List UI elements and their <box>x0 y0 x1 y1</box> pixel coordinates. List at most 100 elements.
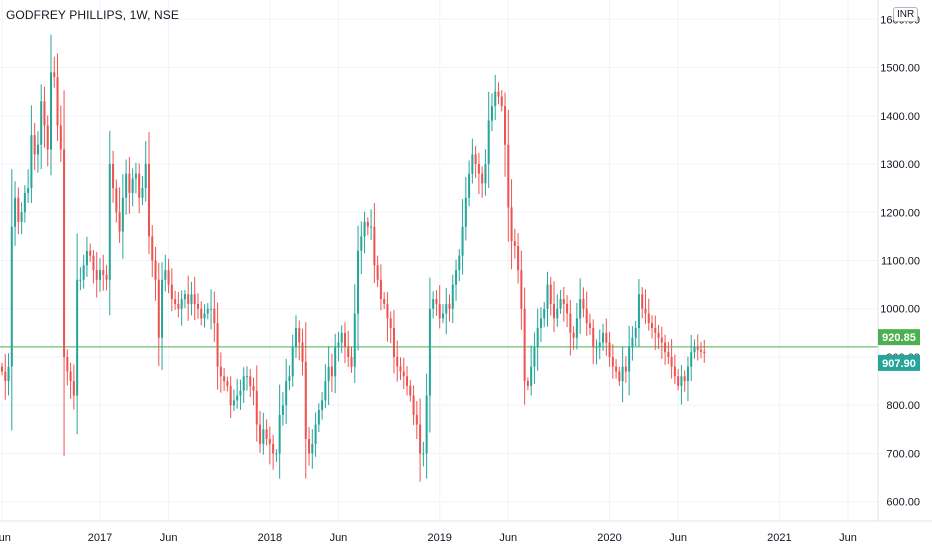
candle <box>180 290 183 326</box>
candle-body <box>95 270 98 280</box>
candle <box>464 177 467 241</box>
candle <box>27 169 30 203</box>
candle <box>677 368 680 391</box>
candle-body <box>46 125 49 150</box>
y-tick-label: 1500.00 <box>880 63 920 75</box>
candle <box>363 211 366 254</box>
candle <box>40 84 43 170</box>
candle <box>517 233 520 284</box>
candle-body <box>621 366 624 382</box>
candle-body <box>206 308 209 314</box>
candle <box>66 349 69 386</box>
candle-body <box>59 125 62 150</box>
candle-body <box>79 279 82 281</box>
candle <box>389 311 392 344</box>
price-label-lower-bg <box>878 354 920 371</box>
candle-body <box>484 164 487 184</box>
candle-body <box>389 318 392 329</box>
candle <box>441 304 444 324</box>
candle <box>167 258 170 294</box>
candle <box>105 264 108 291</box>
candle <box>553 281 556 333</box>
candle <box>611 344 614 379</box>
candle <box>102 254 105 291</box>
candle-body <box>151 236 154 261</box>
candle-body <box>376 265 379 280</box>
candle <box>445 287 448 335</box>
candle-body <box>308 438 311 454</box>
candle <box>200 301 203 326</box>
candle <box>157 262 160 367</box>
x-tick-label: 2018 <box>258 532 282 544</box>
candle-body <box>10 226 13 367</box>
candle-body <box>272 443 275 454</box>
candle <box>451 274 454 323</box>
candle-body <box>422 453 425 455</box>
candle <box>386 291 389 342</box>
grid <box>0 0 878 521</box>
candle <box>402 357 405 390</box>
candle-body <box>252 385 255 391</box>
candle-body <box>353 313 356 367</box>
candle-body <box>585 308 588 324</box>
candle <box>125 159 128 215</box>
candle-body <box>56 77 59 126</box>
candle-body <box>311 443 314 454</box>
candle-body <box>464 197 467 227</box>
candle-body <box>105 274 108 280</box>
candle-body <box>314 424 317 444</box>
candle-body <box>14 197 17 227</box>
candle-body <box>324 381 327 401</box>
candle <box>278 384 281 479</box>
candle <box>370 209 373 240</box>
candle <box>151 224 154 278</box>
candle <box>481 166 484 198</box>
price-label-upper-bg <box>878 329 920 346</box>
candle-body <box>631 337 634 348</box>
candle-body <box>112 164 115 189</box>
candle-body <box>370 226 373 228</box>
candle <box>595 339 598 365</box>
candle-body <box>383 299 386 304</box>
candle-body <box>98 270 102 280</box>
candle-body <box>203 313 206 319</box>
x-tick-label: 2017 <box>88 532 112 544</box>
candle-body <box>615 366 618 372</box>
candle <box>36 131 39 173</box>
candle <box>631 326 634 361</box>
candle <box>249 369 252 397</box>
candle-body <box>598 342 601 348</box>
candle <box>448 294 451 322</box>
currency-badge[interactable]: INR <box>893 7 919 22</box>
candle-body <box>680 376 683 386</box>
candle-body <box>301 342 304 362</box>
x-tick-label: Jun <box>839 532 857 544</box>
candle-body <box>399 366 402 372</box>
price-label-lower: 907.90 <box>878 354 920 371</box>
candle-body <box>154 260 157 280</box>
candle-body <box>141 188 144 198</box>
candle <box>360 221 363 275</box>
candle-body <box>595 347 598 349</box>
candle <box>539 307 542 343</box>
candle-body <box>92 255 95 271</box>
candle-body <box>304 361 307 439</box>
candle-body <box>549 284 552 304</box>
candle <box>425 373 428 479</box>
candle-body <box>327 366 330 382</box>
candle-body <box>539 318 542 329</box>
candle <box>699 341 703 359</box>
candle <box>20 202 23 235</box>
candle <box>543 301 546 328</box>
candle-body <box>125 173 128 198</box>
candle <box>112 150 115 203</box>
candle <box>683 370 686 392</box>
candle-body <box>569 313 572 333</box>
candle-body <box>115 188 118 213</box>
candle <box>206 303 209 320</box>
candle <box>223 368 226 391</box>
candle-body <box>660 337 663 343</box>
candle-body <box>699 349 703 352</box>
